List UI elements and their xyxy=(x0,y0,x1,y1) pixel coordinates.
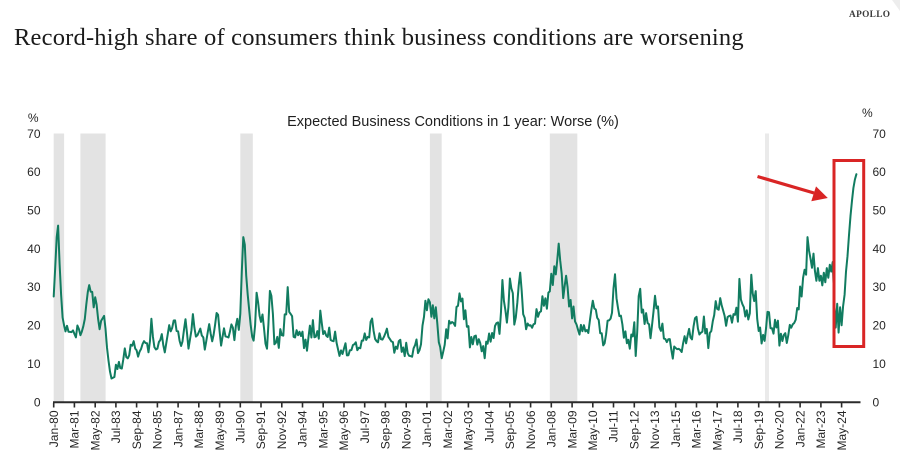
svg-text:40: 40 xyxy=(27,242,41,256)
svg-text:Sep-05: Sep-05 xyxy=(503,410,517,449)
svg-text:Jul-97: Jul-97 xyxy=(358,410,372,443)
svg-text:Jan-08: Jan-08 xyxy=(545,410,559,447)
svg-text:70: 70 xyxy=(873,127,887,141)
svg-text:May-82: May-82 xyxy=(88,410,102,450)
svg-text:%: % xyxy=(28,111,39,125)
svg-text:50: 50 xyxy=(873,204,887,218)
svg-text:0: 0 xyxy=(34,395,41,409)
svg-text:40: 40 xyxy=(873,242,887,256)
svg-text:70: 70 xyxy=(27,127,41,141)
svg-text:Nov-85: Nov-85 xyxy=(151,410,165,449)
svg-text:Mar-23: Mar-23 xyxy=(814,410,828,448)
svg-text:May-96: May-96 xyxy=(337,410,351,450)
svg-text:May-24: May-24 xyxy=(835,410,849,450)
svg-text:Jan-15: Jan-15 xyxy=(669,410,683,447)
svg-text:Nov-92: Nov-92 xyxy=(275,410,289,449)
svg-text:Jul-83: Jul-83 xyxy=(109,410,123,443)
svg-text:20: 20 xyxy=(873,319,887,333)
svg-text:Nov-20: Nov-20 xyxy=(773,410,787,449)
svg-text:Nov-13: Nov-13 xyxy=(648,410,662,449)
svg-text:Mar-09: Mar-09 xyxy=(565,410,579,448)
svg-text:10: 10 xyxy=(27,357,41,371)
svg-text:May-10: May-10 xyxy=(586,410,600,450)
svg-text:60: 60 xyxy=(27,165,41,179)
svg-text:Mar-02: Mar-02 xyxy=(441,410,455,448)
svg-text:Jul-90: Jul-90 xyxy=(234,410,248,443)
svg-text:Sep-12: Sep-12 xyxy=(628,410,642,449)
svg-text:Sep-98: Sep-98 xyxy=(379,410,393,449)
svg-text:Nov-99: Nov-99 xyxy=(399,410,413,449)
svg-text:Sep-19: Sep-19 xyxy=(752,410,766,449)
svg-text:Sep-91: Sep-91 xyxy=(254,410,268,449)
svg-text:30: 30 xyxy=(873,280,887,294)
svg-text:50: 50 xyxy=(27,204,41,218)
svg-text:30: 30 xyxy=(27,280,41,294)
svg-text:Jan-94: Jan-94 xyxy=(296,410,310,447)
svg-text:Mar-81: Mar-81 xyxy=(68,410,82,448)
svg-text:0: 0 xyxy=(873,395,880,409)
svg-text:May-17: May-17 xyxy=(710,410,724,450)
svg-text:Nov-06: Nov-06 xyxy=(524,410,538,449)
svg-text:Expected Business Conditions i: Expected Business Conditions in 1 year: … xyxy=(287,114,619,130)
svg-text:May-89: May-89 xyxy=(213,410,227,450)
svg-text:20: 20 xyxy=(27,319,41,333)
svg-text:May-03: May-03 xyxy=(462,410,476,450)
svg-text:10: 10 xyxy=(873,357,887,371)
svg-text:Sep-84: Sep-84 xyxy=(130,410,144,449)
svg-text:Jul-04: Jul-04 xyxy=(482,410,496,443)
svg-text:60: 60 xyxy=(873,165,887,179)
svg-text:%: % xyxy=(862,106,873,120)
svg-text:Jan-87: Jan-87 xyxy=(171,410,185,447)
svg-text:Jan-80: Jan-80 xyxy=(47,410,61,447)
svg-text:Mar-16: Mar-16 xyxy=(690,410,704,448)
svg-text:Mar-95: Mar-95 xyxy=(316,410,330,448)
svg-text:Jul-11: Jul-11 xyxy=(607,410,621,442)
svg-text:Jul-18: Jul-18 xyxy=(731,410,745,443)
svg-text:Mar-88: Mar-88 xyxy=(192,410,206,448)
svg-text:Jan-22: Jan-22 xyxy=(793,410,807,447)
svg-text:Jan-01: Jan-01 xyxy=(420,410,434,447)
